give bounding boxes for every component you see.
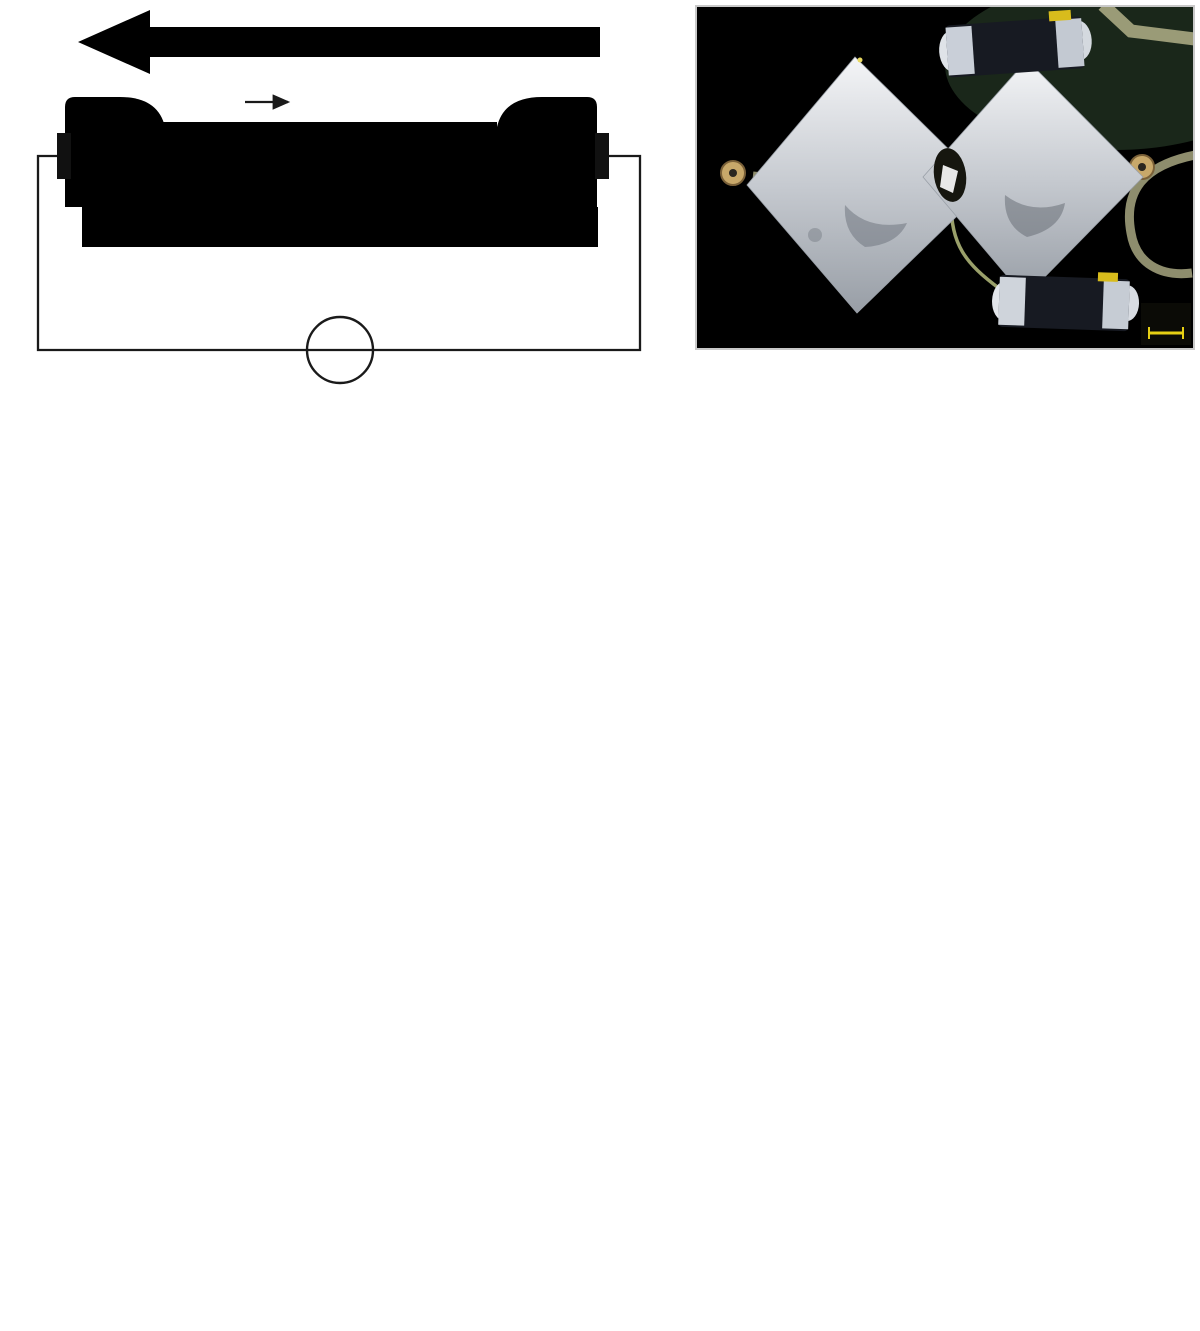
solder-blob-left bbox=[746, 56, 988, 314]
pcb-bar bbox=[82, 207, 598, 240]
panel-e-chart bbox=[330, 855, 900, 1331]
trace-right bbox=[1124, 150, 1195, 279]
solder-left-texture bbox=[844, 205, 907, 247]
pad-left-hole bbox=[729, 169, 737, 177]
n-region bbox=[345, 122, 497, 207]
panel-a-schematic bbox=[36, 10, 642, 385]
left-electrode bbox=[57, 133, 71, 179]
photo-frame bbox=[695, 5, 1195, 350]
resistor-top bbox=[939, 9, 1092, 78]
right-contact bbox=[497, 97, 597, 207]
temperature-gradient-arrow bbox=[78, 10, 600, 74]
solder-left-speckle bbox=[808, 228, 822, 242]
p-region bbox=[163, 122, 345, 207]
circuit-wire bbox=[36, 154, 642, 352]
solder-left-tip-glint bbox=[857, 57, 863, 63]
scale-bar bbox=[1141, 303, 1191, 345]
right-electrode bbox=[595, 133, 609, 179]
panel-b-photo bbox=[695, 5, 1195, 350]
pad-right-hole bbox=[1138, 163, 1146, 171]
solder-right-texture bbox=[1004, 195, 1065, 237]
panel-d-chart bbox=[615, 385, 1200, 875]
left-contact bbox=[65, 97, 165, 207]
panel-c-chart bbox=[0, 385, 645, 875]
resistor-bottom bbox=[992, 272, 1140, 332]
trace-top-right bbox=[1098, 5, 1195, 46]
pn-junction-blend bbox=[333, 122, 357, 207]
pcb-bar-edge bbox=[82, 240, 598, 247]
voltage-source-symbol bbox=[305, 315, 375, 385]
crystal-highlight bbox=[940, 165, 958, 193]
